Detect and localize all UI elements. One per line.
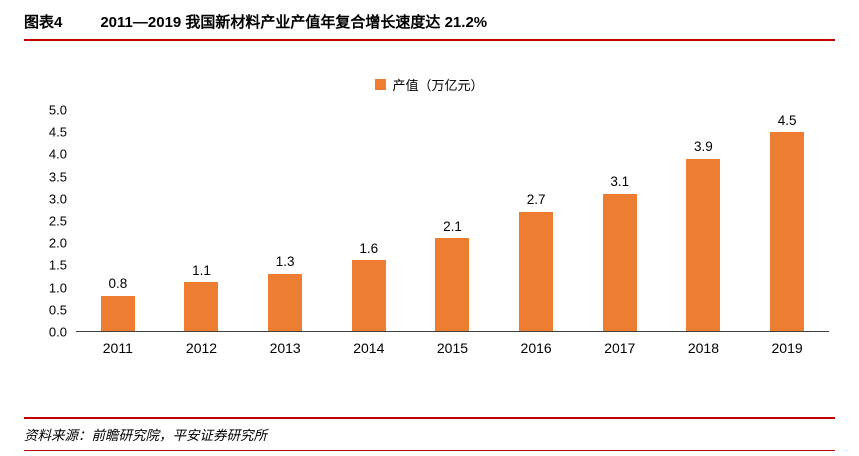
x-axis-tick-label: 2013 — [269, 340, 301, 356]
bar — [184, 282, 219, 331]
bar-value-label: 3.9 — [694, 139, 713, 155]
legend-label: 产值（万亿元） — [392, 78, 484, 93]
figure-header: 图表4 2011—2019 我国新材料产业产值年复合增长速度达 21.2% — [0, 0, 859, 39]
bar — [770, 132, 805, 331]
bar — [686, 158, 721, 331]
y-axis-tick-label: 2.0 — [48, 235, 67, 251]
x-axis-tick-label: 2016 — [520, 340, 552, 356]
bar-column: 0.8 — [87, 110, 149, 331]
bar-column: 2.7 — [505, 110, 567, 331]
y-axis-tick-label: 3.0 — [48, 191, 67, 207]
bar-value-label: 1.6 — [359, 240, 379, 256]
x-axis-tick-label: 2019 — [771, 340, 803, 356]
x-axis: 2011 2012 2013 2014 2015 2016 2017 2018 2019 — [76, 340, 829, 356]
footer-divider-line-top — [24, 417, 835, 419]
bar-column: 1.1 — [170, 110, 232, 331]
bar-value-label: 3.1 — [610, 174, 630, 190]
x-axis-tick-label: 2018 — [687, 340, 719, 356]
y-axis-tick-label: 4.5 — [48, 124, 67, 140]
bar-value-label: 0.8 — [108, 276, 128, 292]
bar-value-label: 4.5 — [777, 112, 797, 128]
bar — [435, 238, 470, 331]
bar — [519, 211, 554, 331]
x-axis-tick-label: 2012 — [185, 340, 218, 356]
bar-column: 1.6 — [338, 110, 400, 331]
x-axis-tick-label: 2017 — [604, 340, 636, 356]
bar-column: 4.5 — [756, 110, 818, 331]
bar-value-label: 1.1 — [192, 262, 211, 278]
figure-footer: 资料来源：前瞻研究院，平安证券研究所 — [0, 417, 859, 451]
bar-value-label: 1.3 — [275, 254, 295, 270]
bar — [100, 295, 135, 331]
y-axis-tick-label: 1.5 — [48, 257, 67, 273]
bar — [602, 193, 637, 331]
y-axis-tick-label: 3.5 — [48, 169, 67, 185]
legend-swatch-icon — [375, 79, 387, 90]
bar-column: 2.1 — [421, 110, 483, 331]
footer-divider-line-bottom — [24, 450, 835, 451]
chart-plot-row: 0.0 0.5 1.0 1.5 2.0 2.5 3.0 3.5 4.0 4.5 5.0 0.8 1.1… — [32, 104, 829, 339]
bar-column: 1.3 — [254, 110, 316, 331]
source-note: 资料来源：前瞻研究院，平安证券研究所 — [24, 428, 267, 443]
figure-label: 图表4 — [24, 14, 63, 31]
x-axis-tick-label: 2014 — [353, 340, 385, 356]
y-axis: 0.0 0.5 1.0 1.5 2.0 2.5 3.0 3.5 4.0 4.5 5.0 — [32, 104, 76, 339]
y-axis-tick-label: 1.0 — [48, 280, 67, 296]
chart-legend: 产值（万亿元） — [0, 75, 859, 94]
y-axis-tick-label: 0.0 — [48, 324, 67, 340]
bar-value-label: 2.7 — [526, 192, 546, 208]
y-axis-tick-label: 4.0 — [48, 146, 67, 162]
x-axis-tick-label: 2011 — [102, 340, 133, 356]
x-axis-tick-label: 2015 — [436, 340, 469, 356]
bar-column: 3.1 — [589, 110, 651, 331]
header-divider-line — [24, 39, 835, 41]
bar-value-label: 2.1 — [443, 218, 462, 234]
bar — [268, 273, 303, 331]
y-axis-tick-label: 0.5 — [48, 302, 67, 318]
bar-chart-plot-area: 0.8 1.1 1.3 1.6 2.1 2.7 3.1 3.9 4.5 — [76, 110, 829, 332]
y-axis-tick-label: 2.5 — [48, 213, 67, 229]
bar — [351, 260, 386, 331]
y-axis-tick-label: 5.0 — [48, 102, 67, 118]
bar-column: 3.9 — [672, 110, 734, 331]
figure-title: 2011—2019 我国新材料产业产值年复合增长速度达 21.2% — [100, 14, 488, 31]
